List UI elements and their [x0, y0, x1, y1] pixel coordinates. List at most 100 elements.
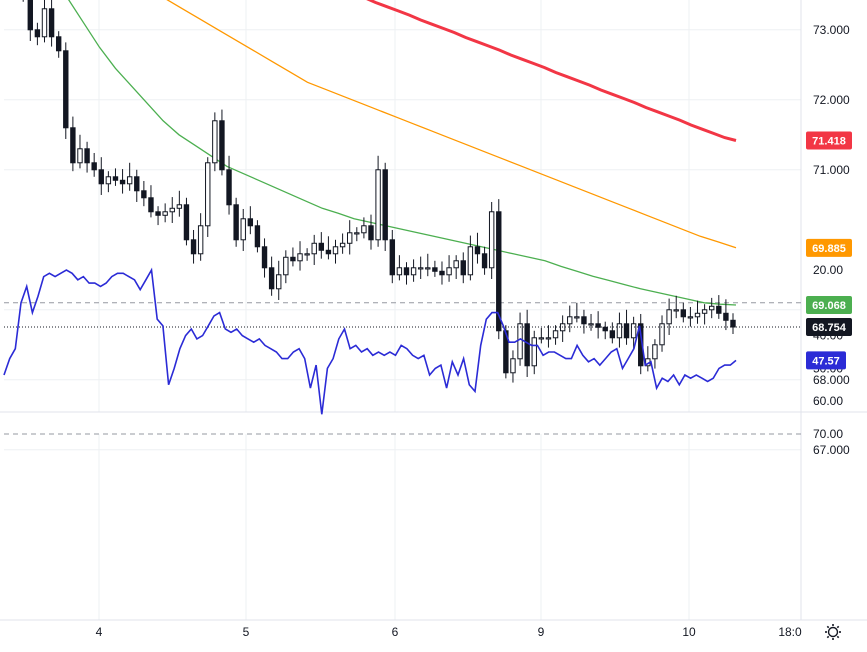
candle-body — [410, 267, 417, 276]
candle-body — [361, 225, 367, 234]
y-tick-label: 67.000 — [813, 443, 850, 457]
rsi-y-tick-label: 60.00 — [813, 394, 843, 408]
candle-body — [347, 232, 353, 244]
candle-body — [304, 253, 310, 256]
candle-body — [91, 162, 97, 171]
candle-body — [162, 211, 168, 216]
price-badge — [806, 131, 852, 150]
x-tick-label: 10 — [682, 625, 696, 639]
candle-body — [55, 36, 62, 52]
candle-body — [581, 316, 587, 325]
candle-body — [694, 312, 701, 318]
price-badge-label: 71.418 — [812, 136, 846, 148]
candle-body — [368, 225, 374, 241]
moving-average-lines — [68, 0, 737, 306]
axes: 76.00075.00074.00073.00072.00071.00069.0… — [96, 23, 850, 639]
candle-body — [205, 162, 211, 227]
candle-body — [609, 330, 616, 339]
candle-body — [446, 267, 452, 276]
x-tick-label: 5 — [243, 625, 250, 639]
candle-body — [574, 316, 580, 319]
candle-body — [425, 267, 431, 270]
candle-body — [453, 260, 459, 269]
candle-body — [460, 260, 466, 276]
settings-icon[interactable] — [825, 624, 841, 640]
moving-average-line — [68, 0, 737, 306]
candle-body — [723, 312, 729, 321]
candle-body — [126, 176, 133, 185]
grid — [0, 0, 867, 621]
candle-body — [311, 242, 317, 255]
candle-body — [709, 305, 715, 311]
candle-body — [247, 218, 254, 227]
candle-body — [467, 246, 474, 276]
candle-body — [481, 253, 488, 269]
candle-body — [283, 256, 289, 276]
y-tick-label: 72.000 — [813, 93, 850, 107]
rsi-line — [3, 267, 737, 415]
price-badges: 71.418 69.885 69.068 68.754 47.57 — [806, 131, 852, 370]
candle-body — [254, 225, 261, 248]
rsi-y-tick-label: 20.00 — [813, 263, 843, 277]
y-tick-label: 68.000 — [813, 373, 850, 387]
rsi-panel — [3, 267, 737, 415]
candle-body — [517, 323, 523, 360]
candle-body — [155, 211, 161, 216]
candle-body — [623, 323, 630, 339]
candle-body — [389, 239, 395, 276]
candle-body — [176, 204, 183, 209]
candle-body — [659, 323, 665, 346]
candle-body — [63, 50, 69, 129]
candle-body — [616, 323, 623, 339]
candle-body — [687, 316, 694, 319]
candle-body — [169, 207, 175, 213]
price-badge-label: 68.754 — [812, 322, 847, 334]
candle-body — [382, 169, 388, 241]
candle-body — [567, 316, 573, 325]
x-tick-label: 9 — [538, 625, 545, 639]
rsi-y-tick-label: 70.00 — [813, 427, 843, 441]
rsi-band — [4, 302, 801, 435]
rsi-badge-label: 47.57 — [812, 355, 840, 367]
candle-body — [183, 204, 190, 241]
candle-body — [105, 176, 112, 185]
candle-body — [524, 323, 530, 367]
candle-body — [496, 211, 502, 332]
candle-body — [652, 344, 658, 360]
candle-body — [332, 246, 339, 255]
candle-body — [339, 242, 346, 248]
moving-average-line — [366, 0, 737, 142]
candle-body — [134, 176, 140, 192]
x-tick-label: 4 — [96, 625, 103, 639]
candle-body — [190, 239, 197, 255]
candle-body — [666, 309, 672, 325]
rsi-badge — [806, 351, 846, 370]
candle-body — [716, 305, 722, 314]
candle-body — [538, 337, 545, 340]
candle-body — [510, 358, 516, 374]
y-tick-label: 73.000 — [813, 23, 850, 37]
candle-body — [240, 218, 246, 241]
candle-body — [488, 211, 495, 269]
x-tick-label: 6 — [392, 625, 399, 639]
candles — [4, 0, 801, 383]
price-badge — [806, 296, 852, 315]
candle-body — [219, 120, 225, 171]
candle-body — [197, 225, 204, 255]
candle-body — [48, 8, 55, 38]
candle-body — [680, 309, 687, 318]
candle-body — [439, 270, 445, 276]
candle-body — [602, 326, 608, 332]
candle-body — [226, 169, 232, 206]
candle-body — [318, 242, 325, 251]
candle-body — [630, 323, 637, 339]
candle-body — [77, 148, 83, 164]
price-badge — [806, 238, 852, 257]
candle-body — [588, 323, 594, 326]
candle-body — [141, 190, 147, 199]
candle-body — [261, 246, 268, 269]
y-tick-label: 71.000 — [813, 163, 850, 177]
moving-average-line — [166, 0, 737, 249]
candle-body — [212, 120, 218, 164]
candle-body — [531, 337, 537, 367]
